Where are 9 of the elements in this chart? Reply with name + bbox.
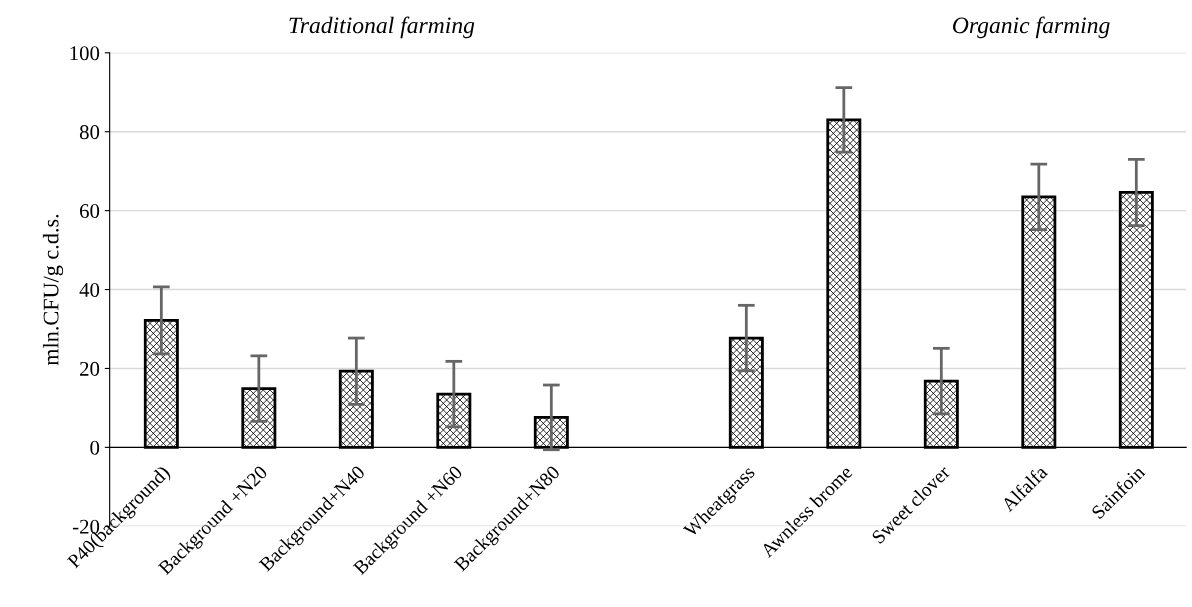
y-tick-label: 20 (80, 361, 100, 376)
y-tick-label: 40 (79, 282, 100, 297)
y-tick-label: 100 (70, 46, 100, 61)
y-axis-title: mln.CFU/g c.d.s. (42, 214, 64, 366)
y-tick-label: 60 (80, 204, 100, 219)
text: Organic farming (953, 16, 1110, 39)
text: Traditional farming (289, 16, 475, 39)
y-tick-label: 0 (90, 440, 100, 455)
y-tick-label: 80 (79, 125, 100, 140)
